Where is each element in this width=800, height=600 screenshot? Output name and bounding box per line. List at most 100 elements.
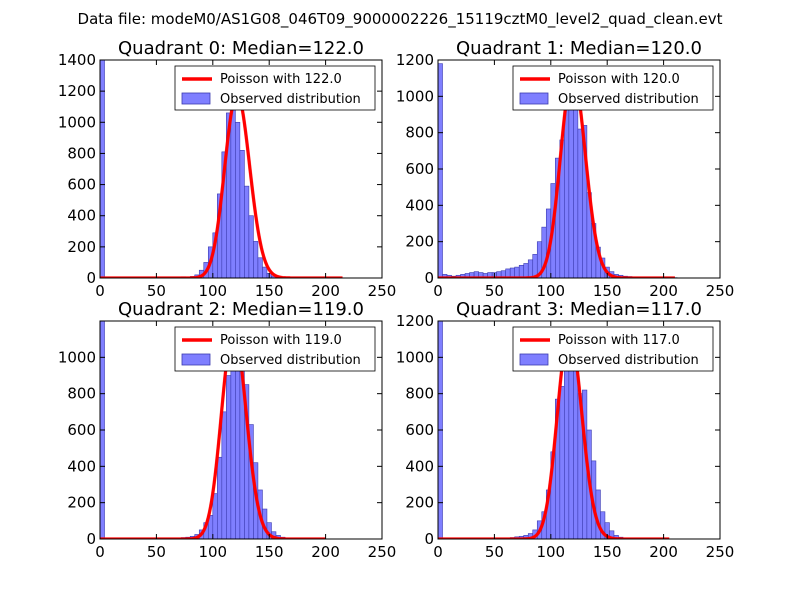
x-tick-label: 100 <box>198 543 227 561</box>
histogram-bar <box>212 493 218 539</box>
y-tick-label: 600 <box>67 421 96 439</box>
histogram-bar <box>577 128 583 278</box>
panel-title: Quadrant 1: Median=120.0 <box>456 38 702 59</box>
legend: Poisson with 117.0 Observed distribution <box>512 326 714 372</box>
x-tick-label: 250 <box>706 543 735 561</box>
poisson-curve <box>438 73 676 278</box>
legend-bar-swatch <box>181 92 211 105</box>
y-tick-label: 600 <box>67 176 96 194</box>
y-tick-label: 0 <box>424 530 434 548</box>
histogram-bar <box>559 386 565 539</box>
x-tick-label: 250 <box>368 282 397 300</box>
legend-line-label: Poisson with 117.0 <box>558 333 680 348</box>
x-tick-label: 100 <box>536 543 565 561</box>
legend-bar-label: Observed distribution <box>558 353 699 368</box>
y-tick-label: 1000 <box>58 113 96 131</box>
legend-bar-swatch <box>181 353 211 366</box>
legend: Poisson with 122.0 Observed distribution <box>174 65 376 111</box>
y-tick-label: 600 <box>405 160 434 178</box>
histogram-bar <box>438 63 443 278</box>
y-tick-label: 1200 <box>58 82 96 100</box>
x-tick-label: 150 <box>255 543 284 561</box>
y-tick-label: 400 <box>67 457 96 475</box>
y-tick-label: 0 <box>86 269 96 287</box>
x-tick-label: 50 <box>485 543 504 561</box>
poisson-fit <box>438 72 676 278</box>
x-tick-label: 50 <box>147 282 166 300</box>
histogram-bar <box>230 97 236 278</box>
x-tick-label: 150 <box>593 543 622 561</box>
histogram-bar <box>253 241 259 278</box>
histogram-bar <box>564 346 570 539</box>
quadrant-3-panel: 0 50 100 150 200 250 0 200 400 600 800 1000 1200 Quad… <box>396 299 735 561</box>
histogram-bar <box>257 257 263 278</box>
x-tick-label: 200 <box>311 282 340 300</box>
histogram-bar <box>221 411 227 539</box>
panel-title: Quadrant 3: Median=117.0 <box>456 299 702 320</box>
x-tick-label: 100 <box>198 282 227 300</box>
histogram-bar <box>527 259 534 278</box>
poisson-fit <box>100 92 344 278</box>
quadrant-1-panel: 0 50 100 150 200 250 0 200 400 600 800 1000 1200 Quad… <box>396 38 735 300</box>
x-tick-label: 150 <box>255 282 284 300</box>
y-tick-label: 1000 <box>396 348 434 366</box>
histogram-bar <box>235 357 241 539</box>
x-tick-label: 0 <box>95 282 105 300</box>
y-tick-label: 800 <box>67 385 96 403</box>
histogram-bar <box>573 85 579 278</box>
y-tick-label: 800 <box>405 385 434 403</box>
quadrant-2-panel: 0 50 100 150 200 250 0 200 400 600 800 1000 Quadrant… <box>58 299 397 561</box>
y-tick-label: 0 <box>424 269 434 287</box>
histogram-bar <box>262 266 268 278</box>
histogram-bar <box>235 121 241 278</box>
legend-bar-label: Observed distribution <box>220 92 361 107</box>
x-tick-label: 0 <box>95 543 105 561</box>
histogram-bar <box>244 185 250 278</box>
x-tick-label: 50 <box>485 282 504 300</box>
y-tick-label: 200 <box>67 494 96 512</box>
y-tick-label: 1000 <box>58 348 96 366</box>
y-tick-label: 200 <box>405 233 434 251</box>
legend-line-label: Poisson with 122.0 <box>220 72 342 87</box>
y-tick-label: 1200 <box>396 51 434 69</box>
y-tick-label: 800 <box>405 124 434 142</box>
x-tick-label: 150 <box>593 282 622 300</box>
y-tick-label: 200 <box>405 494 434 512</box>
x-tick-label: 100 <box>536 282 565 300</box>
y-tick-label: 1200 <box>396 312 434 330</box>
histogram-bar <box>518 264 525 278</box>
histogram-bar <box>217 456 223 539</box>
legend: Poisson with 120.0 Observed distribution <box>512 65 714 111</box>
y-tick-label: 400 <box>405 457 434 475</box>
x-tick-label: 200 <box>311 543 340 561</box>
legend-bar-label: Observed distribution <box>558 92 699 107</box>
poisson-curve <box>438 330 670 539</box>
y-tick-label: 1400 <box>58 51 96 69</box>
legend-line-label: Poisson with 119.0 <box>220 333 342 348</box>
y-tick-label: 200 <box>67 238 96 256</box>
x-tick-label: 250 <box>368 543 397 561</box>
y-tick-label: 800 <box>67 144 96 162</box>
y-tick-label: 0 <box>86 530 96 548</box>
histogram-bar <box>248 215 254 278</box>
histogram-bar <box>609 530 615 539</box>
quadrant-0-panel: 0 50 100 150 200 250 0 200 400 600 800 1000 1200 1400… <box>58 38 397 300</box>
y-tick-label: 600 <box>405 421 434 439</box>
histogram-bar <box>100 60 105 278</box>
x-tick-label: 250 <box>706 282 735 300</box>
figure-suptitle: Data file: modeM0/AS1G08_046T09_90000022… <box>78 10 723 29</box>
legend-box <box>174 65 376 111</box>
poisson-curve <box>100 92 343 278</box>
histogram-bar <box>226 375 232 539</box>
y-tick-label: 400 <box>405 196 434 214</box>
y-tick-label: 1000 <box>396 87 434 105</box>
legend-bar-swatch <box>519 92 549 105</box>
legend: Poisson with 119.0 Observed distribution <box>174 326 376 372</box>
chart-panels: 0 50 100 150 200 2500200400600800100012001400… <box>58 38 735 561</box>
histogram-bar <box>523 263 529 278</box>
panel-title: Quadrant 0: Median=122.0 <box>118 38 364 59</box>
x-tick-label: 200 <box>649 543 678 561</box>
x-tick-label: 50 <box>147 543 166 561</box>
x-tick-label: 200 <box>649 282 678 300</box>
